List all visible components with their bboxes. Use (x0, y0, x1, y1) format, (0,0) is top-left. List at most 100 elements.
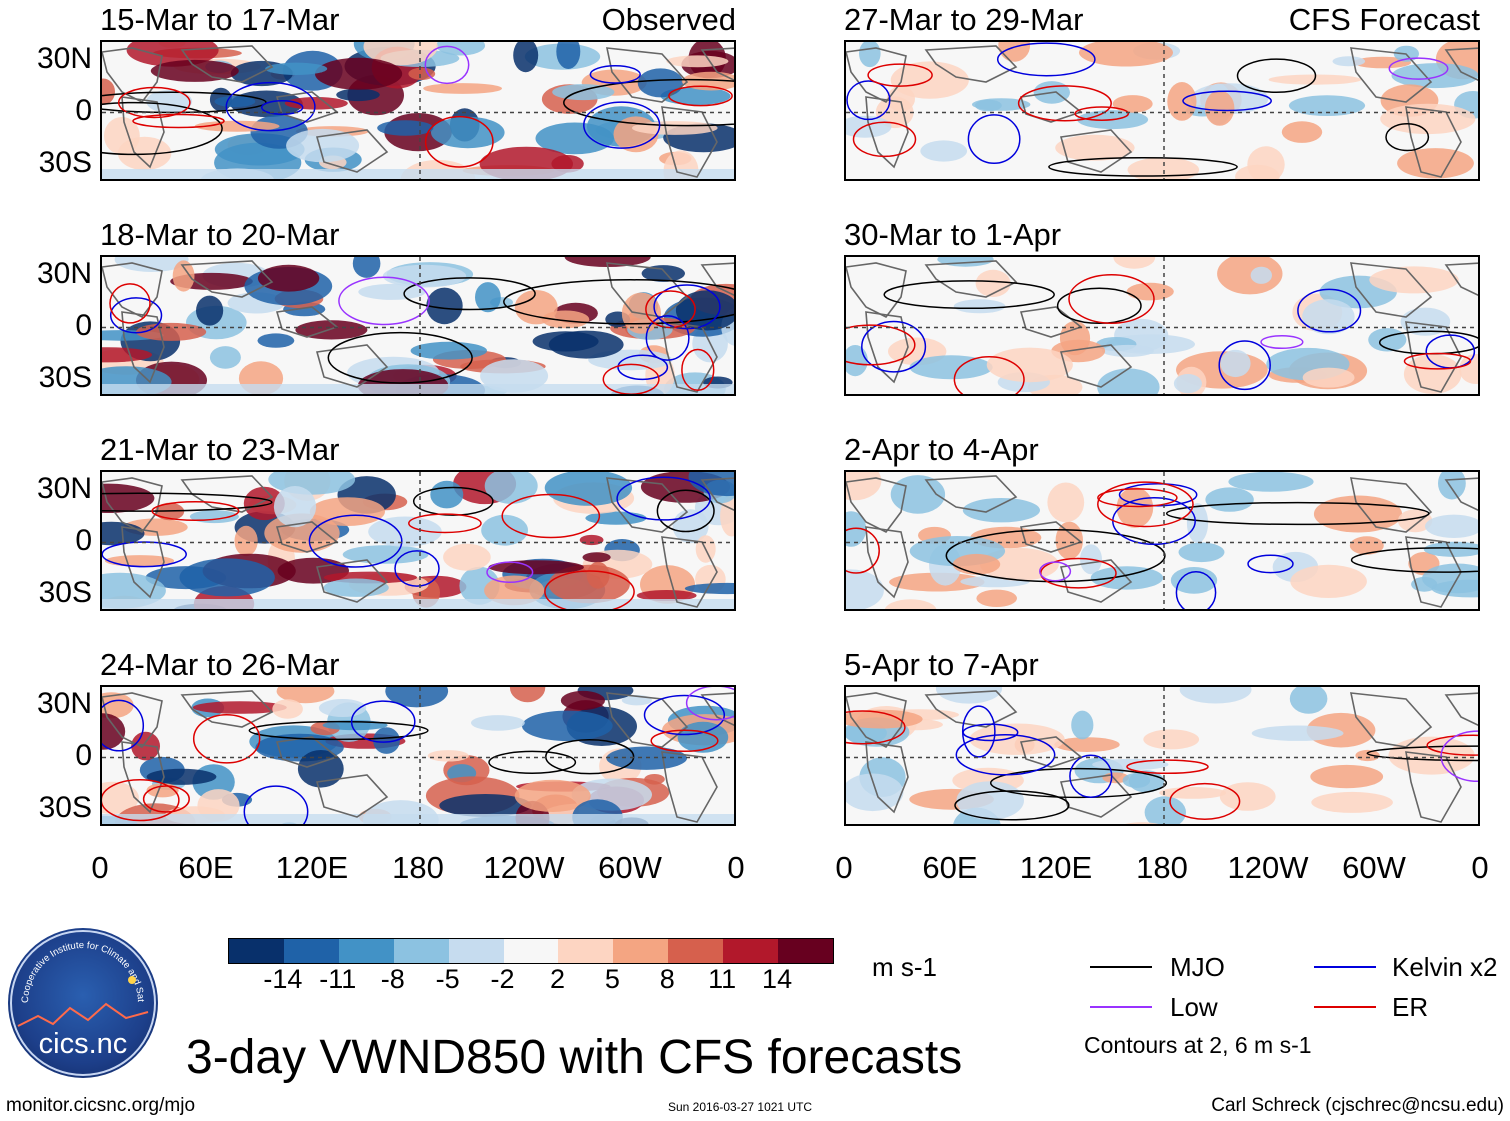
anomaly-blob (146, 768, 217, 785)
anomaly-blob (488, 560, 584, 575)
anomaly-blob (1047, 482, 1085, 523)
anomaly-blob (102, 781, 139, 815)
longitude-label: 120E (1019, 850, 1093, 885)
coastline (924, 690, 1018, 728)
contour-line (961, 705, 996, 758)
contour-line (602, 363, 660, 394)
coastline (1059, 129, 1133, 173)
anomaly-blob (560, 690, 605, 711)
anomaly-blob (1097, 368, 1160, 394)
anomaly-blob (1403, 354, 1462, 394)
longitude-label: 0 (91, 850, 109, 885)
contour-line (350, 700, 416, 743)
colorbar-swatch (723, 939, 779, 963)
anomaly-blob (373, 727, 400, 754)
legend-kelvin-line (1314, 966, 1376, 968)
contour-line (645, 315, 690, 361)
map-panel-6 (844, 255, 1480, 396)
coastline (605, 477, 689, 533)
coastline (1059, 774, 1133, 818)
anomaly-blob (431, 116, 505, 149)
coastline (1019, 91, 1083, 123)
colorbar-swatch (558, 939, 614, 963)
panel-date-label: 24-Mar to 26-Mar (100, 647, 340, 682)
anomaly-blob (1101, 344, 1154, 357)
coastline (924, 260, 1018, 298)
latitude-label: 30S (38, 576, 92, 609)
coastline (180, 45, 274, 83)
anomaly-blob (1055, 134, 1135, 161)
contour-line (846, 710, 906, 745)
colorbar-swatch (338, 939, 394, 963)
longitude-label: 120W (483, 850, 565, 885)
panel-source-label: CFS Forecast (1288, 2, 1480, 37)
anomaly-blob (585, 511, 647, 525)
colorbar-swatch (283, 939, 339, 963)
contour-line (412, 486, 494, 516)
coastline (1019, 521, 1083, 553)
latitude-label: 0 (75, 94, 92, 127)
anomaly-blob (1179, 687, 1252, 704)
colorbar-tick-label: 8 (659, 964, 675, 994)
contour-line (424, 115, 494, 168)
anomaly-blob (1313, 495, 1403, 533)
latitude-label: 30S (38, 791, 92, 824)
contour-line (132, 113, 225, 129)
coastline (180, 690, 274, 728)
contour-line (503, 279, 734, 325)
longitude-label: 0 (1471, 850, 1489, 885)
anomaly-blob (102, 347, 152, 363)
coastline (121, 96, 165, 169)
svg-text:Cooperative Institute for Clim: Cooperative Institute for Climate and Sa… (8, 928, 146, 1003)
coastline (700, 47, 734, 81)
colorbar-tick-label: -2 (490, 964, 515, 994)
coastline (865, 311, 909, 384)
anomaly-blob (363, 42, 438, 66)
longitude-label: 180 (392, 850, 444, 885)
anomaly-blob (1247, 146, 1285, 179)
map-panel-4 (100, 685, 736, 826)
anomaly-blob (1159, 787, 1227, 799)
anomaly-blob (509, 687, 546, 703)
contour-line (1056, 287, 1142, 325)
contour-line (846, 80, 891, 121)
contour-line (544, 570, 635, 609)
contour-line (1097, 488, 1178, 508)
anomaly-blob (114, 257, 189, 272)
map-panel-1 (100, 40, 736, 181)
contour-line (1426, 734, 1478, 756)
legend-er-label: ER (1392, 992, 1429, 1022)
contour-line (1048, 157, 1238, 177)
anomaly-blob (632, 121, 718, 135)
anomaly-blob (556, 42, 581, 69)
contour-line (681, 348, 715, 392)
anomaly-blob (541, 310, 590, 329)
panel-date-label: 18-Mar to 20-Mar (100, 217, 340, 252)
anomaly-blob (475, 282, 501, 313)
cics-logo: Cooperative Institute for Climate and Sa… (8, 928, 158, 1078)
anomaly-blob (976, 589, 1017, 607)
anomaly-blob (1173, 374, 1202, 394)
anomaly-blob (209, 346, 241, 369)
anomaly-blob (1205, 487, 1254, 512)
contour-line (151, 500, 240, 522)
anomaly-blob (368, 516, 442, 547)
map-field-4 (102, 687, 734, 824)
anomaly-blob (1289, 687, 1328, 714)
latitude-label: 30N (36, 42, 92, 75)
contour-line (486, 561, 534, 584)
contour-line (617, 354, 669, 381)
contour-line (424, 45, 470, 85)
contour-line (102, 492, 273, 512)
anomaly-blob (514, 779, 591, 812)
anomaly-blob (1302, 367, 1355, 388)
anomaly-blob (1302, 299, 1355, 335)
colorbar-tick-label: -11 (319, 964, 357, 994)
coastline (180, 260, 274, 298)
anomaly-blob (358, 283, 426, 300)
anomaly-blob (243, 486, 285, 521)
coastline (315, 129, 389, 173)
contour-line (394, 550, 440, 587)
anomaly-blob (1311, 791, 1393, 813)
legend-er-line (1314, 1006, 1376, 1008)
